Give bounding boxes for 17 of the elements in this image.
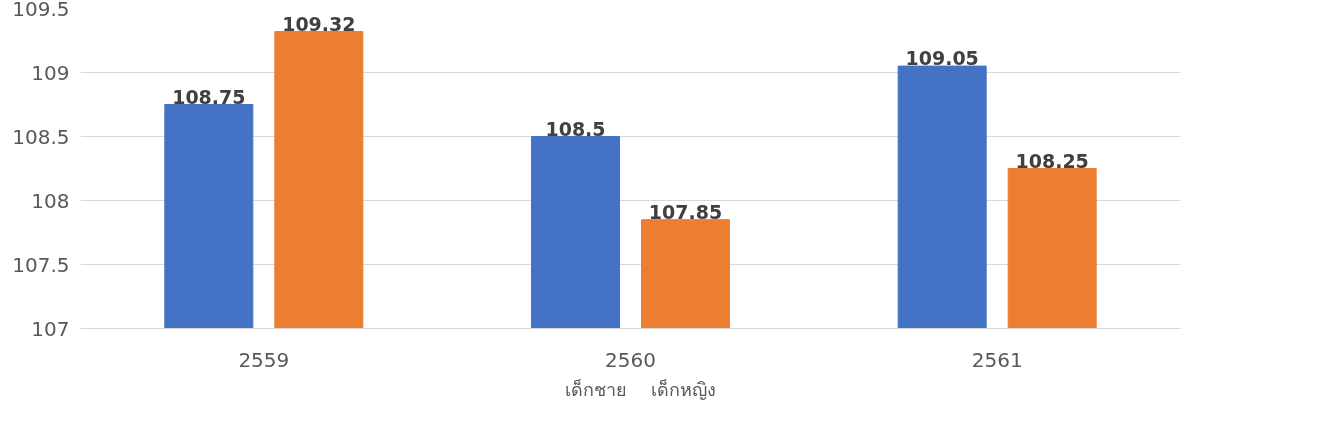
text: เด็กหญิง bbox=[651, 377, 716, 402]
data-label: 107.85 bbox=[648, 200, 723, 223]
data-label: 108.25 bbox=[1015, 149, 1089, 172]
x-tick-label: 2561 bbox=[971, 347, 1023, 372]
data-label: 108.5 bbox=[545, 117, 606, 140]
data-label: 109.32 bbox=[282, 12, 356, 35]
y-tick-label: 107 bbox=[31, 316, 70, 341]
y-tick-label: 108 bbox=[31, 188, 70, 213]
y-tick-label: 107.5 bbox=[12, 252, 70, 277]
x-tick-label: 2559 bbox=[238, 347, 290, 372]
x-tick-label: 2560 bbox=[605, 347, 656, 372]
y-tick-label: 109 bbox=[31, 60, 70, 85]
data-label: 108.75 bbox=[172, 85, 246, 108]
data-label: 109.05 bbox=[905, 47, 979, 70]
y-tick-label: 108.5 bbox=[12, 124, 70, 149]
text: เด็กชาย bbox=[565, 377, 627, 402]
y-tick-label: 109.5 bbox=[12, 0, 70, 21]
